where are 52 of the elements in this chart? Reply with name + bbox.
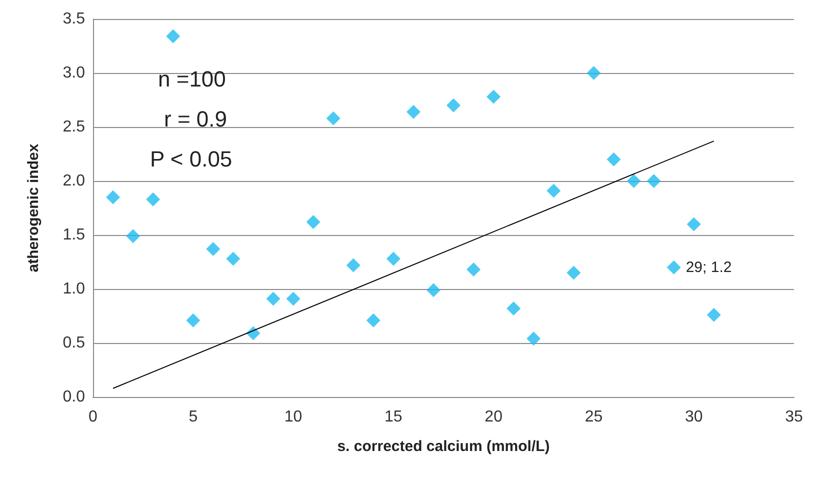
point bbox=[386, 252, 400, 266]
annotation: r = 0.9 bbox=[164, 106, 227, 132]
y-tick-label: 1.0 bbox=[62, 280, 86, 298]
point bbox=[426, 283, 440, 298]
point bbox=[286, 292, 300, 306]
point bbox=[586, 66, 601, 80]
point bbox=[466, 262, 481, 277]
point bbox=[226, 252, 240, 266]
x-tick-label: 0 bbox=[88, 408, 98, 426]
y-tick-label: 2.5 bbox=[62, 118, 86, 136]
annotation: n =100 bbox=[158, 66, 226, 92]
x-tick-label: 15 bbox=[384, 408, 402, 426]
x-tick-label: 20 bbox=[484, 408, 503, 426]
point bbox=[406, 104, 420, 119]
point bbox=[166, 29, 180, 44]
point bbox=[106, 190, 120, 204]
y-tick-label: 0.0 bbox=[62, 388, 86, 406]
x-tick-label: 5 bbox=[188, 408, 198, 426]
point bbox=[186, 313, 200, 328]
x-tick-label: 25 bbox=[584, 408, 603, 426]
y-tick-label: 3.5 bbox=[62, 10, 86, 28]
annotation: 29; 1.2 bbox=[686, 258, 732, 276]
point bbox=[606, 152, 621, 166]
annotation: P < 0.05 bbox=[150, 146, 232, 172]
point bbox=[566, 266, 581, 280]
point bbox=[666, 260, 681, 274]
point bbox=[306, 215, 320, 230]
point bbox=[486, 90, 501, 104]
point bbox=[326, 111, 340, 126]
point bbox=[626, 174, 641, 188]
point bbox=[146, 192, 160, 206]
point bbox=[506, 301, 521, 316]
point bbox=[546, 184, 561, 198]
y-axis-title: atherogenic index bbox=[25, 143, 42, 272]
point bbox=[206, 242, 220, 256]
x-axis-title: s. corrected calcium (mmol/L) bbox=[337, 438, 550, 455]
point bbox=[706, 308, 721, 322]
point bbox=[366, 313, 380, 328]
x-tick-label: 35 bbox=[785, 408, 803, 426]
y-tick-label: 1.5 bbox=[62, 226, 86, 244]
x-tick-label: 30 bbox=[684, 408, 703, 426]
point bbox=[686, 217, 701, 232]
y-tick-label: 3.0 bbox=[62, 64, 86, 82]
point bbox=[446, 98, 461, 112]
point bbox=[266, 292, 280, 306]
point bbox=[526, 332, 541, 346]
point bbox=[646, 174, 661, 188]
point bbox=[126, 229, 140, 244]
y-tick-label: 0.5 bbox=[62, 334, 86, 352]
x-tick-label: 10 bbox=[284, 408, 302, 426]
point bbox=[346, 258, 360, 272]
y-tick-label: 2.0 bbox=[62, 172, 86, 190]
